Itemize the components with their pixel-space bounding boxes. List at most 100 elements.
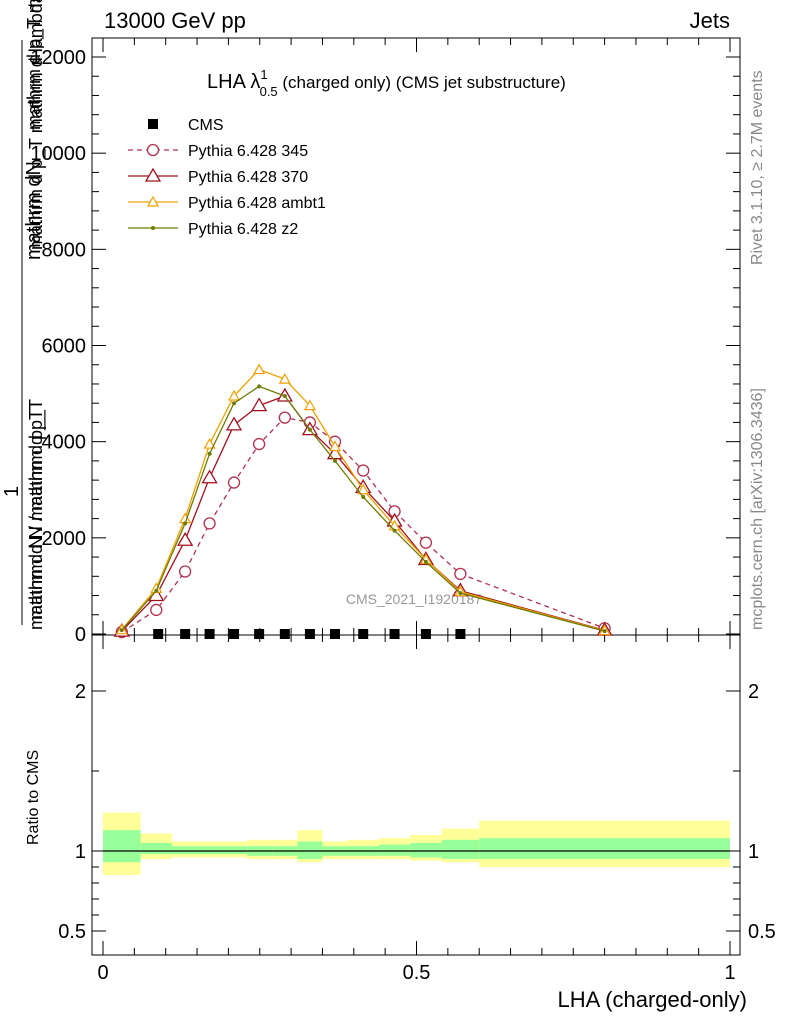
y-tick-label: 0 <box>75 624 86 646</box>
cms-point <box>153 629 164 639</box>
ratio-bands-layer <box>103 812 730 875</box>
ratio-stat-band <box>378 844 411 856</box>
y-tick-label: 8000 <box>42 239 87 261</box>
ratio-stat-band <box>103 830 141 863</box>
series-point <box>178 565 192 578</box>
cms-point <box>204 629 215 639</box>
legend-label: Pythia 6.428 345 <box>188 143 308 160</box>
y-tick-label: 4000 <box>42 432 87 454</box>
series-point <box>332 458 337 463</box>
series-line <box>121 368 605 632</box>
mcplots-label: mcplots.cern.ch [arXiv:1306.3436] <box>749 388 766 630</box>
series-point <box>232 401 237 406</box>
y-tick-label: 10000 <box>30 143 86 165</box>
series-point <box>357 483 370 495</box>
series-point <box>423 559 428 564</box>
series-point <box>361 494 366 499</box>
ylabel-bottom-line2: mathrm d N / mathrm d p_T <box>26 409 47 630</box>
ylabel-top-line3: mathrm d p_T mathrm d lambda <box>26 0 47 250</box>
cms-point <box>148 119 158 129</box>
main-axis-ticks: 0 2000 4000 6000 8000 10000 12000 <box>30 38 740 646</box>
ratio-y-tick-label: 2 <box>75 681 86 703</box>
ratio-stat-band <box>140 843 172 855</box>
x-tick-label: 0 <box>97 962 108 984</box>
analysis-watermark: CMS_2021_I1920187 <box>346 591 482 607</box>
series-point <box>154 588 159 593</box>
legend-label: CMS <box>188 117 224 134</box>
series-point <box>177 531 194 546</box>
y-tick-label: 12000 <box>30 47 86 69</box>
series-point <box>602 629 607 634</box>
series-4 <box>119 384 607 634</box>
series-point <box>146 195 160 207</box>
series-point <box>225 416 243 431</box>
series-point <box>282 393 287 398</box>
series-point <box>357 464 370 477</box>
series-point <box>227 476 241 489</box>
cms-point <box>455 629 466 639</box>
ratio-stat-band <box>171 846 198 855</box>
ratio-axis-ticks: 0.5 0.5 1 1 2 2 0 0.5 1 <box>58 635 776 984</box>
series-point <box>328 440 342 452</box>
x-tick-label: 0.5 <box>403 962 431 984</box>
cms-point <box>358 629 369 639</box>
series-point <box>419 536 433 549</box>
series-line <box>121 416 605 633</box>
series-point <box>303 399 316 411</box>
main-series-layer <box>113 363 613 639</box>
series-point <box>144 167 162 182</box>
series-point <box>183 521 188 526</box>
ratio-y-tick-label: 1 <box>75 841 86 863</box>
series-point <box>203 437 216 449</box>
series-point <box>150 603 163 617</box>
cms-point <box>304 629 315 639</box>
cms-point <box>329 629 340 639</box>
ratio-y-tick-label-right: 2 <box>748 681 759 703</box>
ratio-y-axis-label: Ratio to CMS <box>25 750 42 845</box>
ratio-y-tick-label-right: 1 <box>748 841 759 863</box>
series-point <box>207 451 212 456</box>
cms-point <box>254 629 265 639</box>
series-point <box>253 363 266 375</box>
ratio-y-tick-label: 0.5 <box>58 921 86 943</box>
series-point <box>250 397 268 412</box>
cms-point <box>229 629 240 639</box>
cms-point <box>180 629 191 639</box>
main-y-axis-label: mathrm dN mathrm d p_T mathrm d lambda m… <box>1 0 47 630</box>
x-tick-label: 1 <box>724 962 735 984</box>
series-point <box>203 517 216 530</box>
header-left: 13000 GeV pp <box>104 8 246 33</box>
ratio-stat-band <box>197 846 223 855</box>
ratio-stat-band <box>441 839 480 859</box>
series-point <box>252 437 266 451</box>
series-point <box>392 528 397 533</box>
series-line <box>121 385 605 632</box>
ratio-stat-band <box>297 841 323 859</box>
x-axis-label: LHA (charged-only) <box>557 987 747 1012</box>
legend: CMS Pythia 6.428 345 Pythia 6.428 370 Pythi… <box>128 117 326 238</box>
header-right: Jets <box>690 8 730 33</box>
cms-point <box>279 629 290 639</box>
chart-title: LHA λ1 0.5 (charged only) (CMS jet substr… <box>207 67 566 99</box>
ratio-panel-frame <box>91 634 741 956</box>
series-point <box>119 628 124 633</box>
series-point <box>201 469 218 484</box>
series-point <box>278 372 291 384</box>
rivet-version-label: Rivet 3.1.10, ≥ 2.7M events <box>749 70 766 265</box>
series-point <box>307 427 312 432</box>
series-point <box>458 591 463 596</box>
ylabel-top-line1: mathrm dN <box>23 161 45 260</box>
ratio-y-tick-label-right: 0.5 <box>748 921 776 943</box>
y-tick-label: 6000 <box>42 336 87 358</box>
legend-label: Pythia 6.428 z2 <box>188 221 298 238</box>
series-point <box>146 143 160 157</box>
series-point <box>278 411 291 424</box>
ratio-stat-band <box>479 838 730 859</box>
series-point <box>257 384 262 389</box>
series-point <box>151 226 155 230</box>
ratio-stat-band <box>222 846 248 855</box>
ylabel-top-line2: mathrm d p_T mathrm d lambda <box>24 0 45 130</box>
legend-label: Pythia 6.428 ambt1 <box>188 195 326 212</box>
ratio-stat-band <box>410 843 442 858</box>
